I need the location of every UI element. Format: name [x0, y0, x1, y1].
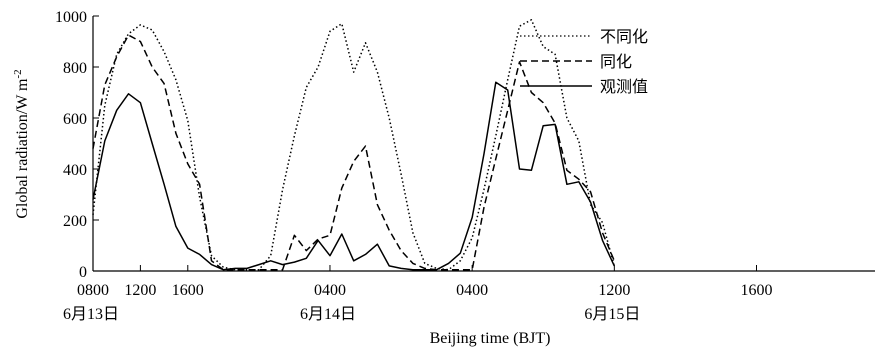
y-tick-label: 200: [63, 213, 87, 230]
x-tick-label: 1200: [598, 282, 630, 299]
y-tick-label: 1000: [55, 9, 87, 26]
legend-label-2: 同化: [600, 53, 632, 71]
plot-area: [92, 19, 616, 271]
date-label: 6月14日: [300, 306, 356, 323]
series-line-1: [92, 19, 616, 271]
date-label: 6月13日: [63, 306, 119, 323]
series-line-2: [92, 34, 615, 271]
date-label: 6月15日: [584, 306, 640, 323]
y-axis-title: Global radiation/W m-2: [12, 69, 31, 218]
y-axis-title-superscript: -2: [12, 69, 24, 78]
x-tick-label: 0800: [77, 282, 109, 299]
x-tick-label: 0400: [314, 282, 346, 299]
x-tick-label: 1200: [124, 282, 156, 299]
x-tick-label: 1600: [741, 282, 773, 299]
y-tick-label: 400: [63, 162, 87, 179]
y-tick-label: 0: [79, 264, 87, 281]
legend-label-1: 不同化: [600, 28, 648, 46]
x-tick-label: 1600: [172, 282, 204, 299]
y-axis-title-text: Global radiation/W m: [14, 78, 31, 219]
axes: 0 200 400 600 800 1000 0800 1200 1600 0400 0400 120…: [55, 9, 875, 323]
series-line-3: [92, 81, 615, 271]
x-tick-label: 0400: [456, 282, 488, 299]
legend-label-3: 观测值: [600, 78, 648, 96]
y-tick-label: 800: [63, 60, 87, 77]
y-tick-label: 600: [63, 111, 87, 128]
x-axis-title: Beijing time (BJT): [430, 330, 551, 347]
